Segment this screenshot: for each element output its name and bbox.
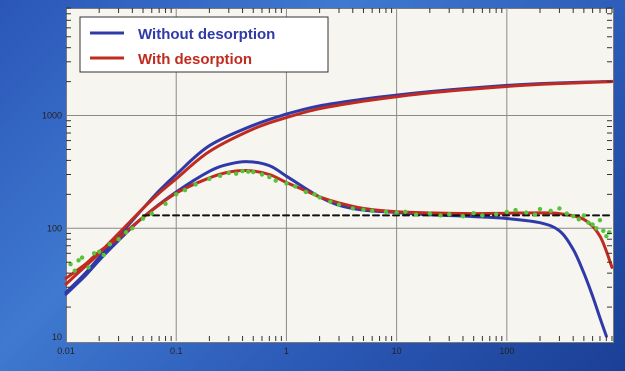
scatter-point (267, 174, 272, 180)
scatter-point (601, 228, 606, 233)
scatter-point (369, 208, 375, 213)
scatter-point (193, 182, 198, 187)
x-tick-label: 10 (392, 346, 402, 356)
chart-scatter-points (68, 168, 612, 273)
scatter-point (413, 212, 419, 217)
scatter-point (504, 209, 510, 215)
legend-box (79, 16, 329, 73)
scatter-point (217, 173, 223, 179)
scatter-point (557, 206, 562, 211)
scatter-point (317, 195, 322, 200)
scatter-point (471, 211, 476, 216)
scatter-point (383, 209, 389, 215)
scatter-point (438, 213, 443, 218)
scatter-point (149, 211, 154, 216)
series-line-3 (64, 168, 614, 280)
scatter-point (72, 268, 77, 273)
scatter-point (233, 171, 239, 176)
scatter-point (548, 208, 553, 213)
scatter-point (350, 206, 355, 211)
scatter-point (590, 222, 595, 227)
scatter-point (251, 169, 256, 175)
legend-label-with-desorption: With desorption (138, 51, 252, 68)
y-tick-label: 10 (52, 332, 62, 342)
scatter-point (163, 201, 168, 206)
scatter-point (537, 206, 543, 212)
scatter-point (524, 210, 529, 215)
scatter-point (101, 252, 106, 258)
y-tick-label: 100 (47, 223, 62, 233)
scatter-point (123, 230, 129, 235)
scatter-point (586, 220, 591, 225)
scatter-point (245, 169, 251, 174)
scatter-point (328, 199, 333, 204)
scatter-point (226, 170, 231, 176)
scatter-point (240, 168, 245, 174)
x-tick-label: 100 (499, 346, 514, 356)
scatter-point (570, 213, 576, 219)
scatter-point (130, 226, 135, 231)
chart-axis-ticks: 0.01 0.1 1 10 100 10 100 1000 (42, 7, 613, 356)
scatter-point (273, 178, 278, 183)
scatter-point (361, 207, 366, 212)
y-tick-label: 1000 (42, 111, 62, 121)
scatter-point (581, 213, 587, 218)
scatter-point (96, 249, 102, 254)
scatter-point (76, 258, 81, 263)
scatter-point (292, 184, 298, 189)
series-line-2 (64, 80, 614, 286)
scatter-point (182, 187, 188, 193)
scatter-point (403, 209, 408, 215)
scatter-point (79, 255, 85, 260)
scatter-point (312, 192, 317, 197)
x-tick-label: 0.1 (170, 346, 183, 356)
scatter-point (68, 262, 73, 267)
scatter-point (564, 211, 569, 216)
scatter-point (493, 212, 499, 217)
scatter-point (480, 213, 485, 218)
scatter-point (532, 212, 538, 217)
legend-label-without-desorption: Without desorption (138, 26, 275, 43)
scatter-point (447, 212, 452, 217)
scatter-point (116, 237, 121, 242)
scatter-point (594, 226, 599, 231)
chart-legend: Without desorption With desorption (79, 16, 329, 73)
scatter-point (597, 217, 603, 223)
scatter-point (513, 207, 518, 213)
series-line-0 (64, 79, 614, 294)
scatter-point (91, 251, 97, 256)
scatter-point (107, 242, 113, 247)
x-tick-label: 1 (284, 346, 289, 356)
x-tick-label: 0.01 (57, 346, 75, 356)
scatter-point (576, 217, 582, 222)
scatter-point (140, 216, 146, 221)
scatter-point (427, 211, 433, 216)
scatter-point (259, 172, 265, 177)
scatter-point (604, 234, 609, 239)
scatter-point (207, 176, 212, 181)
series-line-1 (64, 160, 608, 338)
scatter-point (394, 210, 399, 215)
scatter-point (303, 189, 309, 195)
scatter-point (86, 265, 91, 270)
chart-series (64, 79, 614, 338)
scatter-point (336, 202, 342, 207)
scatter-point (284, 181, 289, 186)
scatter-point (174, 192, 179, 197)
scatter-point (460, 213, 466, 219)
